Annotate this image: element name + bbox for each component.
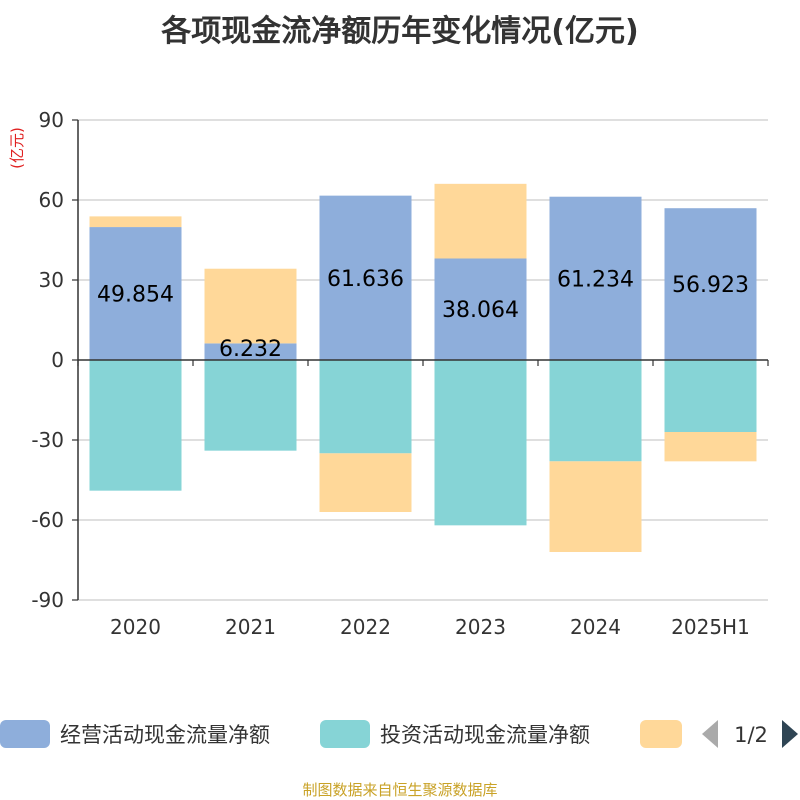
bar-data-label: 38.064 [442, 298, 519, 323]
bar-series-1 [204, 360, 297, 451]
bar-data-label: 61.636 [327, 267, 404, 292]
x-tick-label: 2023 [455, 615, 506, 639]
legend-label-1[interactable]: 投资活动现金流量净额 [380, 723, 590, 747]
footer-source: 制图数据来自恒生聚源数据库 [302, 781, 497, 799]
bar-series-1 [89, 360, 182, 491]
y-tick-label: -90 [31, 588, 64, 612]
grid [78, 119, 768, 601]
bar-series-2 [664, 432, 757, 462]
x-tick-label: 2022 [340, 615, 391, 639]
legend-prev-icon[interactable] [702, 720, 718, 748]
legend-next-icon[interactable] [782, 720, 798, 748]
legend: 经营活动现金流量净额 投资活动现金流量净额 1/2 [0, 720, 798, 748]
bar-series-0 [434, 258, 527, 360]
axes: 90 60 30 0 -30 -60 -90 2020 2021 2022 2023 2024 2025… [31, 108, 769, 639]
bar-data-label: 6.232 [219, 337, 282, 362]
bar-series-2 [434, 183, 527, 259]
y-axis-label: (亿元) [8, 127, 26, 169]
bars [89, 183, 757, 552]
chart-title: 各项现金流净额历年变化情况(亿元) [161, 14, 639, 49]
x-tick-label: 2024 [570, 615, 621, 639]
bar-series-1 [664, 360, 757, 432]
bar-series-1 [434, 360, 527, 526]
x-tick-label: 2021 [225, 615, 276, 639]
bar-series-0 [204, 343, 297, 360]
legend-label-0[interactable]: 经营活动现金流量净额 [60, 723, 270, 747]
legend-swatch-2[interactable] [640, 720, 682, 748]
data-labels: 49.854 6.232 61.636 38.064 61.234 56.923 [97, 267, 749, 362]
bar-series-1 [319, 360, 412, 454]
bar-series-1 [549, 360, 642, 462]
bar-series-2 [319, 453, 412, 512]
x-tick-label: 2020 [110, 615, 161, 639]
bar-data-label: 49.854 [97, 283, 174, 308]
bar-series-2 [204, 268, 297, 344]
y-tick-label: 30 [39, 268, 64, 292]
y-tick-label: 0 [51, 348, 64, 372]
y-tick-label: 60 [39, 188, 64, 212]
bar-series-0 [664, 208, 757, 360]
legend-page-indicator: 1/2 [734, 723, 768, 747]
y-tick-label: -60 [31, 508, 64, 532]
x-tick-label: 2025H1 [671, 615, 750, 639]
y-tick-label: 90 [39, 108, 64, 132]
legend-swatch-0[interactable] [0, 720, 50, 748]
bar-series-0 [319, 195, 412, 360]
legend-swatch-1[interactable] [320, 720, 370, 748]
bar-data-label: 56.923 [672, 273, 749, 298]
bar-series-2 [549, 461, 642, 552]
y-tick-label: -30 [31, 428, 64, 452]
bar-data-label: 61.234 [557, 267, 634, 292]
bar-series-0 [549, 196, 642, 360]
bar-series-2 [89, 216, 182, 228]
bar-series-0 [89, 227, 182, 360]
